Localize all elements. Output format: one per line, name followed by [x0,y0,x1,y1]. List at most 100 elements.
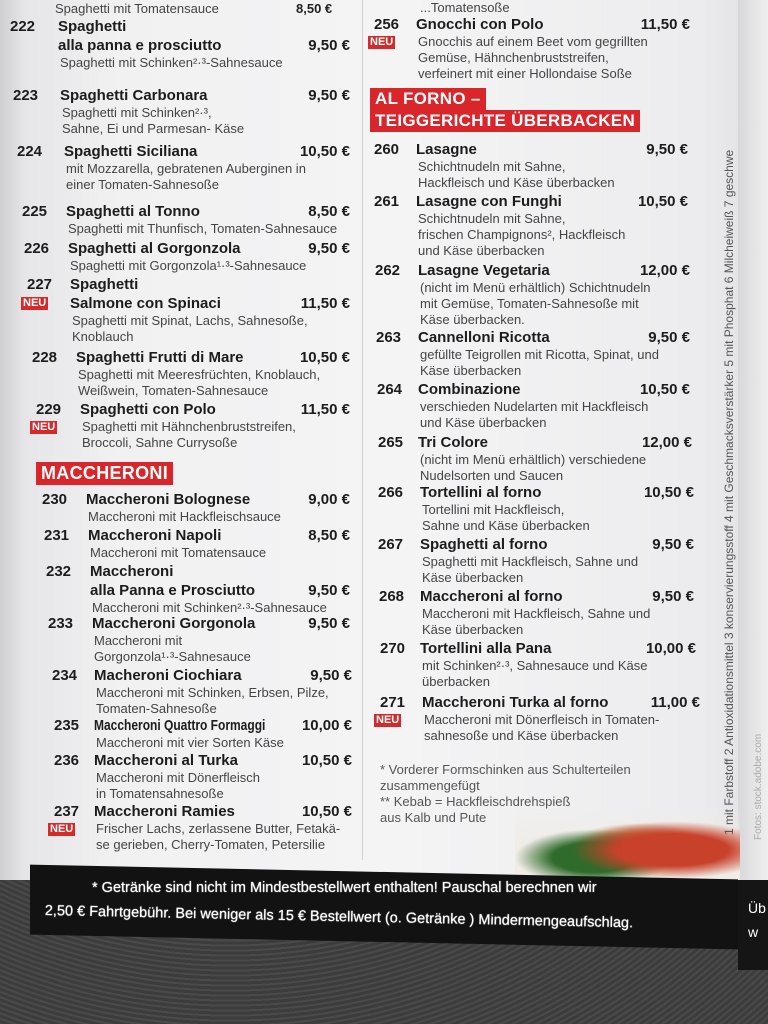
menu-page [0,0,740,880]
additives-legend: 1 mit Farbstoff 2 Antioxidationsmittel 3… [722,149,736,835]
item-number: 225 [22,203,48,220]
item-description: Sahne und Käse überbacken [422,518,590,533]
item-number: 256 [374,16,400,33]
item-description: Maccheroni mit Hackfleisch, Sahne und [422,606,651,621]
item-description: frischen Champignons², Hackfleisch [418,227,626,242]
item-price: 9,50 € [310,667,352,684]
item-number: 261 [374,193,400,210]
item-name: Spaghetti Carbonara [60,87,208,104]
item-number: 236 [54,752,80,769]
item-name: Spaghetti Frutti di Mare [76,349,244,366]
item-price: 10,00 € [301,717,352,734]
item-name: Maccheroni Napoli [88,527,222,544]
item-description: mit Schinken²·³, Sahnesauce und Käse [422,658,648,673]
new-badge: NEU [30,421,58,434]
item-name: Spaghetti al Gorgonzola [68,240,241,257]
item-name: Gnocchi con Polo [416,16,544,33]
item-description: Käse überbacken [420,363,522,378]
item-description: Nudelsorten und Saucen [420,468,564,483]
item-price: 8,50 € [308,203,350,220]
item-price: 12,00 € [641,434,692,451]
item-description: Gorgonzola¹·³-Sahnesauce [94,649,251,664]
item-number: 266 [378,484,404,501]
item-description: Maccheroni mit vier Sorten Käse [96,735,284,750]
item-name: Salmone con Spinaci [70,295,221,312]
item-name: Maccheroni Bolognese [86,491,251,508]
item-price: 9,50 € [308,615,350,632]
footer-line: * Getränke sind nicht im Mindestbestellw… [92,880,597,896]
item-description: Sahne, Ei und Parmesan- Käse [62,121,245,136]
item-number: 235 [54,717,80,734]
item-name: Maccheroni Turka al forno [422,694,609,711]
item-number: 262 [375,262,401,279]
item-description: Gnocchis auf einem Beet vom gegrillten [418,34,648,49]
item-number: 226 [24,240,50,257]
footnote: aus Kalb und Pute [380,810,487,825]
item-number: 231 [44,527,70,544]
item-price: 10,50 € [637,193,688,210]
item-description: Maccheroni mit Dönerfleisch [96,770,261,785]
item-price: 10,50 € [643,484,694,501]
item-number: 224 [17,143,43,160]
item-name: Maccheroni Gorgonola [92,615,256,632]
item-name: Spaghetti con Polo [80,401,216,418]
item-price: 9,50 € [308,240,350,257]
item-number: 265 [378,434,404,451]
item-price: 9,50 € [652,536,694,553]
item-description: Spaghetti mit Hackfleisch, Sahne und [422,554,639,569]
item-name: Maccheroni Quattro Formaggi [94,717,266,734]
item-description: Spaghetti mit Hähnchenbruststreifen, [82,419,296,434]
item-description: Broccoli, Sahne Currysoße [82,435,238,450]
new-badge: NEU [48,823,76,836]
item-description: Weißwein, Tomaten-Sahnesauce [78,383,269,398]
column-divider [362,0,363,860]
item-number: 263 [376,329,402,346]
item-price: 9,50 € [652,588,694,605]
item-name: alla Panna e Prosciutto [90,582,256,599]
item-description: Käse überbacken [422,622,524,637]
item-price: 9,50 € [308,582,350,599]
item-price: 10,50 € [639,381,690,398]
item-description: Spaghetti mit Schinken²·³-Sahnesauce [60,55,283,70]
item-name: Spaghetti al forno [420,536,548,553]
item-number: 227 [27,276,53,293]
item-description: sahnesoße und Käse überbacken [424,728,619,743]
item-name: Tri Colore [418,434,489,451]
item-number: 267 [378,536,404,553]
item-description: se gerieben, Cherry-Tomaten, Petersilie [96,837,326,852]
item-description: Maccheroni mit Schinken²·³-Sahnesauce [92,600,327,615]
item-number: 270 [380,640,406,657]
item-name: Spaghetti al Tonno [66,203,200,220]
item-number: 268 [379,588,405,605]
item-description: Maccheroni mit Schinken, Erbsen, Pilze, [96,685,329,700]
item-number: 237 [54,803,80,820]
partial-desc: Spaghetti mit Tomatensauce [55,1,219,16]
section-header-al-forno-2: TEIGGERICHTE ÜBERBACKEN [370,110,641,132]
item-description: Maccheroni mit Dönerfleisch in Tomaten- [424,712,660,727]
item-number: 223 [13,87,39,104]
item-number: 232 [46,563,72,580]
next-page-text: w [748,924,759,940]
item-description: verschieden Nudelarten mit Hackfleisch [420,399,649,414]
new-badge: NEU [374,714,402,727]
item-description: Käse überbacken. [420,312,525,327]
item-description: mit Gemüse, Tomaten-Sahnesoße mit [420,296,639,311]
item-description: Schichtnudeln mit Sahne, [418,159,566,174]
item-name: Maccheroni al forno [420,588,563,605]
item-price: 9,50 € [646,141,688,158]
item-description: Maccheroni mit Hackfleischsauce [88,509,281,524]
footnote: zusammengefügt [380,778,480,793]
section-header-al-forno-1: AL FORNO – [370,88,486,110]
item-description: (nicht im Menü erhältlich) verschiedene [420,452,647,467]
item-price: 9,50 € [308,37,350,54]
item-description: Spaghetti mit Spinat, Lachs, Sahnesoße, [72,313,308,328]
item-price: 10,00 € [645,640,696,657]
item-description: verfeinert mit einer Hollondaise Soße [418,66,632,81]
item-number: 229 [36,401,62,418]
footnote: * Vorderer Formschinken aus Schulterteil… [380,762,631,777]
item-description: Schichtnudeln mit Sahne, [418,211,566,226]
item-number: 233 [48,615,74,632]
item-price: 12,00 € [639,262,690,279]
new-badge: NEU [368,36,396,49]
partial-desc-right: ...Tomatensoße [420,0,510,15]
